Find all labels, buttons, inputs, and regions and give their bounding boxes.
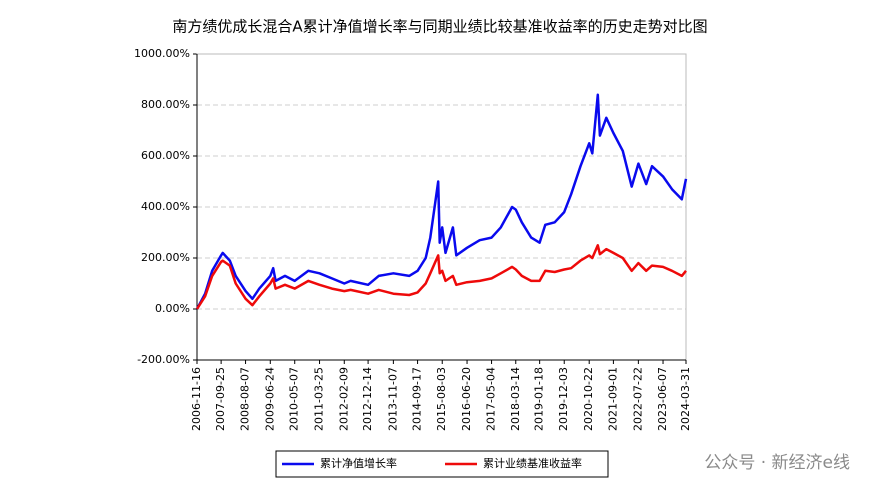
x-tick-label: 2016-06-20 — [460, 367, 473, 431]
legend-label: 累计业绩基准收益率 — [483, 456, 582, 470]
x-tick-label: 2020-10-22 — [582, 367, 595, 431]
legend-box — [275, 450, 609, 478]
x-tick-label: 2008-08-07 — [239, 367, 252, 431]
series-line — [195, 93, 688, 310]
x-tick-label: 2009-06-24 — [263, 367, 276, 431]
x-tick-label: 2010-05-07 — [288, 367, 301, 431]
legend-label: 累计净值增长率 — [320, 456, 397, 470]
chart-title: 南方绩优成长混合A累计净值增长率与同期业绩比较基准收益率的历史走势对比图 — [172, 18, 707, 36]
x-tick-label: 2007-09-25 — [214, 367, 227, 431]
x-tick-label: 2014-09-17 — [411, 367, 424, 431]
x-tick-label: 2006-11-16 — [190, 367, 203, 431]
x-tick-label: 2017-05-04 — [485, 367, 498, 431]
y-tick-label: 200.00% — [141, 251, 190, 264]
x-tick-label: 2011-03-25 — [313, 367, 326, 431]
y-tick-label: 600.00% — [141, 149, 190, 162]
x-tick-label: 2013-11-07 — [386, 367, 399, 431]
x-tick-label: 2015-08-03 — [435, 367, 448, 431]
x-tick-label: 2012-02-09 — [337, 367, 350, 431]
y-tick-label: 0.00% — [155, 302, 190, 315]
x-tick-label: 2019-12-03 — [557, 367, 570, 431]
x-tick-label: 2012-12-14 — [361, 367, 374, 431]
y-tick-label: 800.00% — [141, 98, 190, 111]
y-tick-label: 400.00% — [141, 200, 190, 213]
x-tick-label: 2024-03-31 — [679, 367, 692, 431]
x-tick-label: 2022-07-22 — [631, 367, 644, 431]
watermark: 公众号 · 新经济e线 — [704, 453, 850, 473]
x-tick-label: 2019-01-18 — [533, 367, 546, 431]
x-tick-label: 2023-06-07 — [656, 367, 669, 431]
x-tick-label: 2021-09-01 — [606, 367, 619, 431]
x-tick-label: 2018-03-14 — [509, 367, 522, 431]
y-tick-label: -200.00% — [137, 353, 190, 366]
y-tick-label: 1000.00% — [134, 47, 190, 60]
series-line — [195, 244, 687, 310]
